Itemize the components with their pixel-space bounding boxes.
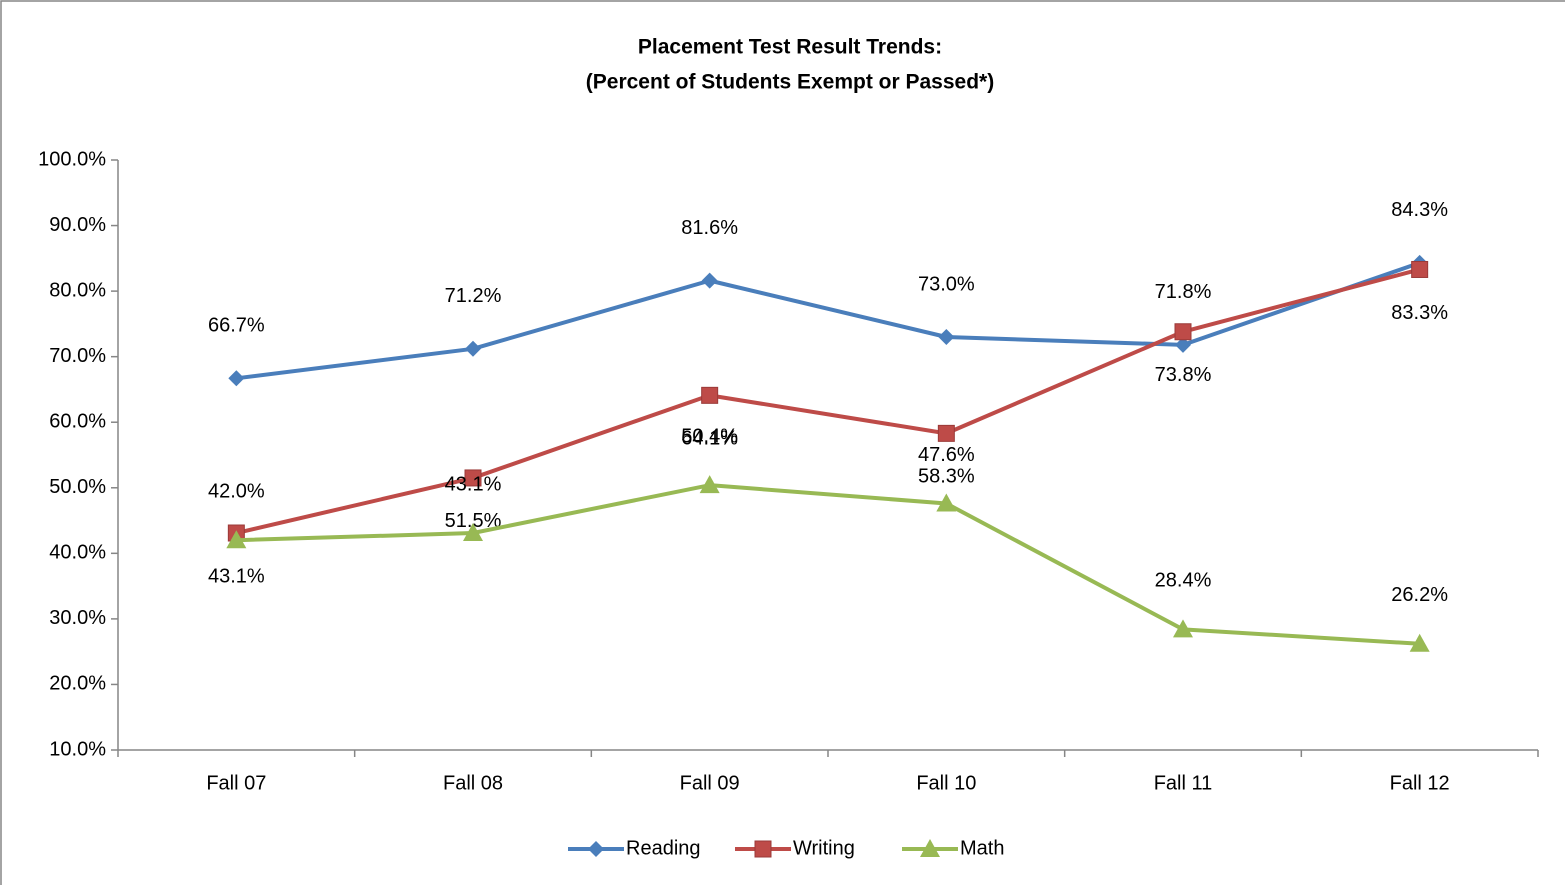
- data-point: [701, 272, 718, 289]
- y-tick-label: 90.0%: [49, 214, 106, 236]
- legend-marker: [920, 839, 940, 857]
- y-tick-label: 70.0%: [49, 345, 106, 367]
- y-tick-label: 20.0%: [49, 673, 106, 695]
- data-label: 47.6%: [918, 444, 975, 466]
- legend-label: Math: [960, 837, 1004, 859]
- data-point: [1173, 619, 1193, 638]
- data-label: 26.2%: [1391, 584, 1448, 606]
- series-line: [236, 483, 1420, 646]
- data-point: [1175, 336, 1191, 353]
- data-label: 71.2%: [445, 285, 502, 307]
- y-tick-label: 100.0%: [38, 148, 106, 170]
- data-label: 64.1%: [681, 428, 738, 450]
- series-line: [235, 267, 1421, 535]
- x-tick-label: Fall 12: [1390, 772, 1450, 794]
- data-label: 58.3%: [918, 466, 975, 488]
- legend-marker: [754, 840, 772, 858]
- series-line: [236, 261, 1421, 381]
- y-tick-label: 10.0%: [49, 738, 106, 760]
- x-tick-label: Fall 09: [680, 772, 740, 794]
- data-label: 83.3%: [1391, 302, 1448, 324]
- legend-label: Reading: [626, 837, 701, 859]
- y-tick-label: 80.0%: [49, 279, 106, 301]
- data-label: 51.5%: [445, 510, 502, 532]
- data-point: [1174, 323, 1192, 341]
- y-tick-label: 60.0%: [49, 411, 106, 433]
- x-tick-label: Fall 11: [1154, 772, 1213, 794]
- y-tick-label: 50.0%: [49, 476, 106, 498]
- data-point: [937, 424, 955, 442]
- data-point: [463, 523, 483, 542]
- data-point: [228, 370, 245, 387]
- data-label: 50.4%: [681, 425, 738, 447]
- data-label: 81.6%: [681, 217, 738, 239]
- data-point: [465, 340, 481, 357]
- x-tick-label: Fall 10: [916, 772, 976, 794]
- data-point: [464, 469, 482, 487]
- data-point: [701, 386, 719, 404]
- data-label: 73.8%: [1155, 364, 1212, 386]
- data-point: [1411, 260, 1429, 278]
- data-label: 73.0%: [918, 273, 975, 295]
- data-point: [936, 493, 957, 512]
- data-point: [699, 475, 720, 494]
- data-label: 28.4%: [1155, 570, 1212, 592]
- x-tick-label: Fall 07: [206, 772, 266, 794]
- data-label: 42.0%: [208, 481, 265, 503]
- data-point: [1409, 633, 1430, 652]
- data-label: 84.3%: [1391, 199, 1448, 221]
- data-label: 43.1%: [208, 565, 265, 587]
- data-label: 43.1%: [445, 473, 502, 495]
- chart-title: Placement Test Result Trends:: [638, 36, 942, 59]
- x-tick-label: Fall 08: [443, 772, 503, 794]
- data-label: 71.8%: [1155, 281, 1212, 303]
- chart-subtitle: (Percent of Students Exempt or Passed*): [586, 71, 994, 94]
- legend-marker: [588, 841, 604, 857]
- y-tick-label: 40.0%: [49, 542, 106, 564]
- data-label: 66.7%: [208, 315, 265, 337]
- data-point: [226, 530, 247, 549]
- legend-label: Writing: [793, 837, 855, 859]
- y-tick-label: 30.0%: [49, 607, 106, 629]
- data-point: [938, 329, 955, 345]
